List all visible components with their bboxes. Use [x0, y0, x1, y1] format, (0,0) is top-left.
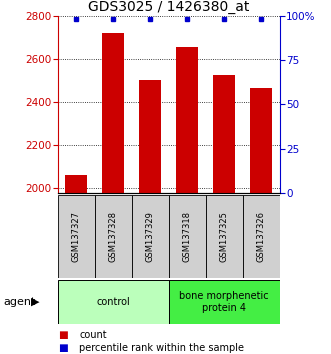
Text: ▶: ▶: [31, 297, 40, 307]
Bar: [65, 175, 87, 193]
Text: percentile rank within the sample: percentile rank within the sample: [79, 343, 244, 353]
Text: GSM137329: GSM137329: [146, 211, 155, 262]
Bar: [176, 47, 198, 193]
Bar: [250, 88, 272, 193]
Text: GSM137325: GSM137325: [220, 211, 229, 262]
Bar: [243, 195, 279, 278]
Bar: [206, 195, 243, 278]
Bar: [95, 195, 132, 278]
Text: GSM137326: GSM137326: [257, 211, 266, 262]
Bar: [139, 80, 162, 193]
Text: GSM137318: GSM137318: [183, 211, 192, 262]
Text: count: count: [79, 330, 107, 339]
Bar: [213, 75, 235, 193]
Bar: [169, 280, 280, 324]
Bar: [102, 33, 124, 193]
Bar: [132, 195, 168, 278]
Text: GSM137327: GSM137327: [72, 211, 81, 262]
Bar: [58, 280, 169, 324]
Bar: [58, 195, 95, 278]
Text: ■: ■: [58, 330, 68, 339]
Text: ■: ■: [58, 343, 68, 353]
Title: GDS3025 / 1426380_at: GDS3025 / 1426380_at: [88, 0, 250, 13]
Text: agent: agent: [3, 297, 36, 307]
Text: bone morphenetic
protein 4: bone morphenetic protein 4: [179, 291, 269, 313]
Text: control: control: [97, 297, 130, 307]
Bar: [169, 195, 206, 278]
Text: GSM137328: GSM137328: [109, 211, 118, 262]
